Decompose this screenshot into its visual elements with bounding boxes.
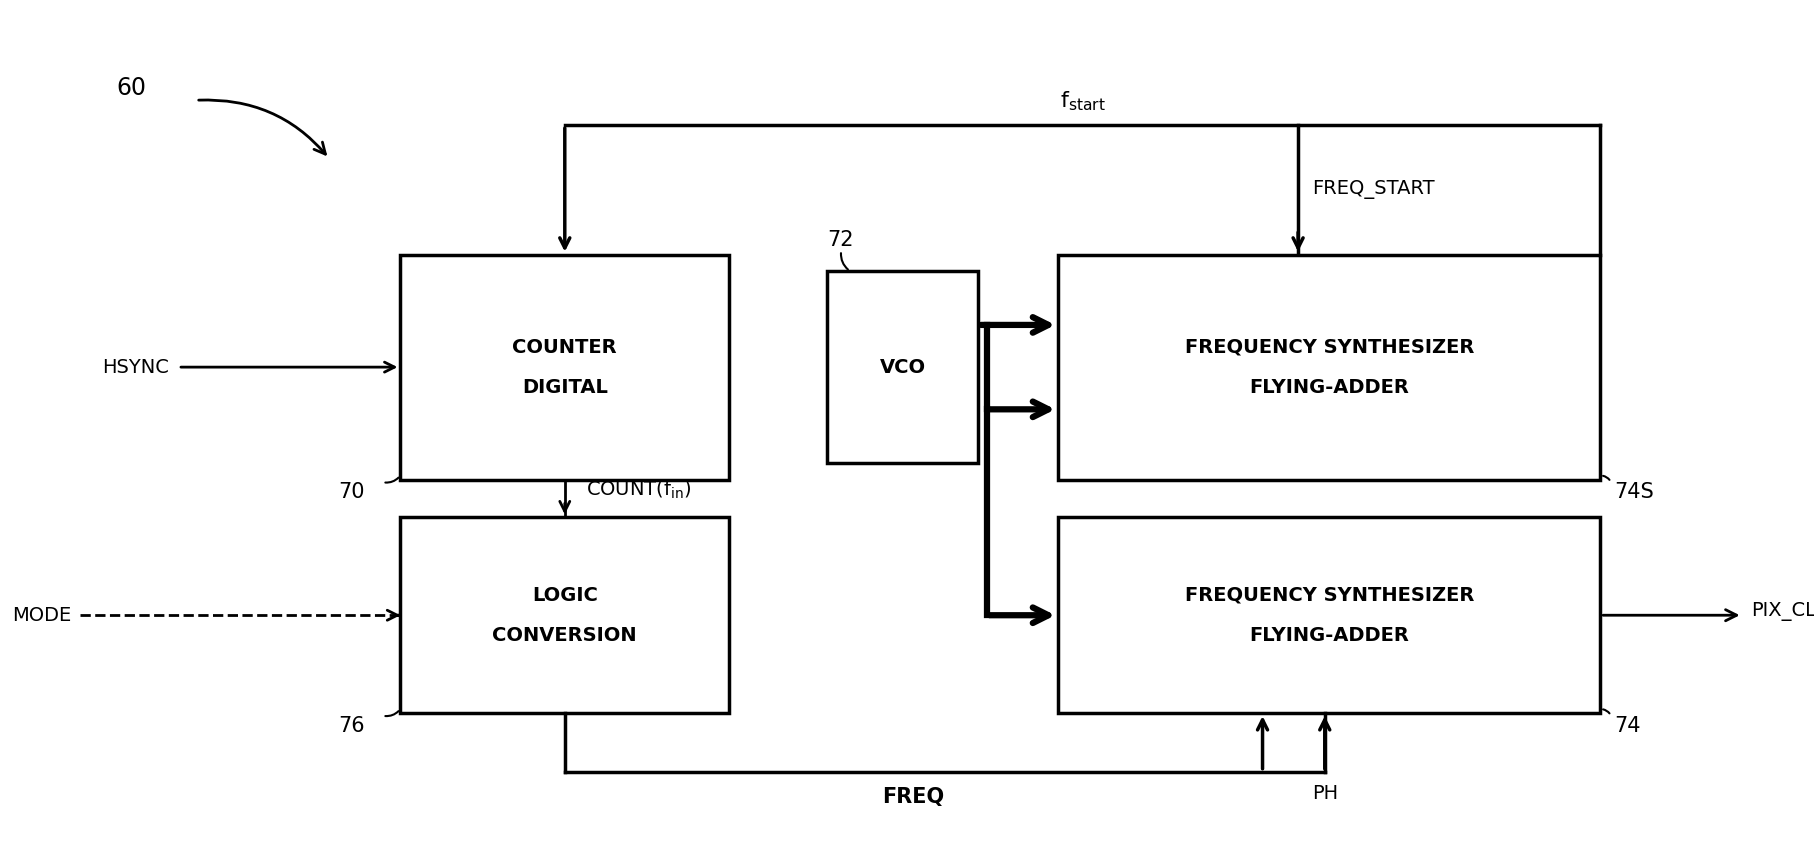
Text: FREQ_START: FREQ_START (1312, 180, 1435, 199)
Text: HSYNC: HSYNC (102, 357, 169, 377)
Text: COUNT(f$_{\mathregular{in}}$): COUNT(f$_{\mathregular{in}}$) (586, 479, 691, 501)
Text: FLYING-ADDER: FLYING-ADDER (1250, 625, 1409, 645)
Bar (827, 271, 978, 463)
Text: 74S: 74S (1614, 483, 1654, 502)
Bar (401, 254, 729, 480)
Text: MODE: MODE (13, 606, 71, 625)
Text: 60: 60 (116, 76, 145, 100)
Text: PIX_CLK: PIX_CLK (1752, 602, 1814, 620)
Text: VCO: VCO (880, 357, 925, 377)
Text: 74: 74 (1614, 716, 1642, 736)
Text: LOGIC: LOGIC (532, 585, 599, 605)
Text: f$_{\mathregular{start}}$: f$_{\mathregular{start}}$ (1059, 89, 1105, 112)
Text: DIGITAL: DIGITAL (522, 378, 608, 397)
Text: 76: 76 (337, 716, 365, 736)
Text: FREQUENCY SYNTHESIZER: FREQUENCY SYNTHESIZER (1185, 338, 1475, 357)
Text: FLYING-ADDER: FLYING-ADDER (1250, 378, 1409, 397)
Text: CONVERSION: CONVERSION (492, 625, 637, 645)
Bar (1058, 254, 1600, 480)
Text: COUNTER: COUNTER (513, 338, 617, 357)
Text: PH: PH (1312, 784, 1339, 803)
Text: FREQ: FREQ (883, 786, 945, 807)
Text: FREQUENCY SYNTHESIZER: FREQUENCY SYNTHESIZER (1185, 585, 1475, 605)
Text: 70: 70 (337, 483, 365, 502)
Text: 72: 72 (827, 231, 854, 250)
Bar (1058, 517, 1600, 713)
Bar (401, 517, 729, 713)
